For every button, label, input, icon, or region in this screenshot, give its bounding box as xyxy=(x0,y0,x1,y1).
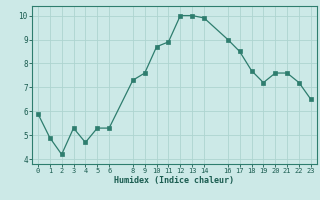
X-axis label: Humidex (Indice chaleur): Humidex (Indice chaleur) xyxy=(115,176,234,185)
